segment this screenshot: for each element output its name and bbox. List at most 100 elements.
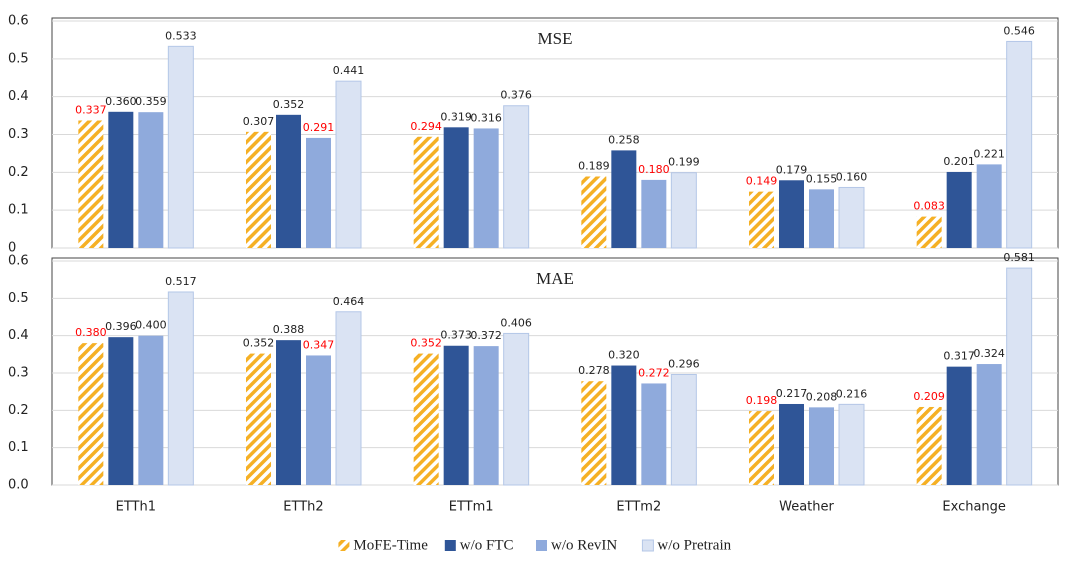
legend-swatch bbox=[444, 540, 456, 551]
y-tick-label: 0.6 bbox=[8, 14, 29, 29]
bar bbox=[413, 353, 439, 485]
x-tick-label: ETTm1 bbox=[449, 500, 494, 515]
bar bbox=[306, 137, 331, 248]
bar bbox=[246, 353, 271, 485]
value-label: 0.400 bbox=[135, 319, 167, 332]
panel-frame bbox=[51, 17, 1059, 249]
value-label: 0.352 bbox=[273, 98, 305, 111]
value-label: 0.347 bbox=[303, 338, 335, 351]
bar bbox=[946, 366, 972, 485]
bar bbox=[670, 172, 697, 249]
bar bbox=[749, 411, 774, 485]
value-label: 0.373 bbox=[440, 329, 472, 342]
value-label: 0.258 bbox=[608, 133, 640, 146]
bar bbox=[443, 127, 469, 248]
bar bbox=[335, 311, 362, 486]
y-tick-label: 0.5 bbox=[8, 291, 29, 306]
bar bbox=[581, 176, 607, 248]
x-tick-label: Weather bbox=[779, 500, 834, 515]
value-label: 0.352 bbox=[410, 337, 442, 350]
legend-label: w/o RevIN bbox=[551, 537, 617, 553]
bar bbox=[611, 365, 637, 485]
value-label: 0.376 bbox=[500, 89, 532, 102]
legend-label: MoFE-Time bbox=[353, 537, 428, 553]
value-label: 0.180 bbox=[638, 163, 670, 176]
value-label: 0.209 bbox=[913, 390, 945, 403]
x-tick-label: Exchange bbox=[942, 500, 1006, 515]
bar bbox=[581, 381, 607, 485]
value-label: 0.083 bbox=[913, 200, 945, 213]
value-label: 0.199 bbox=[668, 156, 700, 169]
bar bbox=[306, 355, 331, 485]
y-tick-label: 0.4 bbox=[8, 89, 29, 104]
value-label: 0.216 bbox=[836, 387, 868, 400]
panel-title: MSE bbox=[538, 29, 573, 48]
value-label: 0.396 bbox=[105, 320, 137, 333]
bar bbox=[779, 180, 804, 248]
value-label: 0.278 bbox=[578, 364, 610, 377]
value-label: 0.272 bbox=[638, 366, 670, 379]
value-label: 0.359 bbox=[135, 95, 167, 108]
value-label: 0.388 bbox=[273, 323, 305, 336]
panel-frame bbox=[51, 257, 1059, 486]
bar bbox=[749, 191, 774, 248]
value-label: 0.291 bbox=[303, 121, 335, 134]
bar bbox=[611, 150, 637, 248]
value-label: 0.337 bbox=[75, 104, 107, 117]
value-label: 0.296 bbox=[668, 357, 700, 370]
legend-label: w/o FTC bbox=[460, 537, 514, 553]
value-label: 0.517 bbox=[165, 275, 197, 288]
value-label: 0.319 bbox=[440, 110, 472, 123]
y-tick-label: 0 bbox=[8, 241, 16, 256]
value-label: 0.307 bbox=[243, 115, 275, 128]
legend-label: w/o Pretrain bbox=[657, 537, 731, 553]
bar bbox=[413, 136, 439, 248]
bar bbox=[838, 186, 865, 249]
y-tick-label: 0.4 bbox=[8, 328, 29, 343]
value-label: 0.179 bbox=[776, 163, 808, 176]
legend-swatch bbox=[338, 540, 350, 551]
y-tick-label: 0.1 bbox=[8, 203, 29, 218]
y-tick-label: 0.3 bbox=[8, 127, 29, 142]
legend-swatch bbox=[536, 540, 547, 551]
y-tick-label: 0.3 bbox=[8, 366, 29, 381]
bar bbox=[473, 346, 499, 485]
bar bbox=[108, 111, 134, 248]
bar bbox=[78, 120, 104, 248]
value-label: 0.320 bbox=[608, 349, 640, 362]
value-label: 0.360 bbox=[105, 95, 137, 108]
value-label: 0.533 bbox=[165, 29, 197, 42]
bar bbox=[167, 45, 194, 249]
y-tick-label: 0.0 bbox=[8, 478, 29, 493]
value-label: 0.208 bbox=[806, 390, 838, 403]
y-tick-label: 0.2 bbox=[8, 403, 29, 418]
bar bbox=[276, 340, 301, 485]
y-tick-label: 0.1 bbox=[8, 440, 29, 455]
value-label: 0.198 bbox=[746, 394, 778, 407]
bar bbox=[976, 364, 1002, 485]
bar bbox=[503, 105, 530, 249]
y-tick-label: 0.5 bbox=[8, 51, 29, 66]
bar bbox=[138, 112, 164, 248]
bar bbox=[670, 373, 697, 486]
bar bbox=[976, 164, 1002, 248]
x-tick-label: ETTh2 bbox=[283, 500, 323, 515]
y-tick-label: 0.6 bbox=[8, 254, 29, 269]
bar bbox=[78, 343, 104, 485]
bar bbox=[246, 131, 271, 248]
bar bbox=[838, 403, 865, 486]
bar bbox=[1006, 40, 1033, 249]
value-label: 0.316 bbox=[470, 111, 502, 124]
value-label: 0.464 bbox=[333, 295, 365, 308]
bar bbox=[916, 406, 942, 485]
value-label: 0.380 bbox=[75, 326, 107, 339]
bar bbox=[809, 189, 834, 248]
x-tick-label: ETTm2 bbox=[616, 500, 661, 515]
panel-title: MAE bbox=[536, 269, 574, 288]
bar bbox=[641, 179, 667, 248]
value-label: 0.352 bbox=[243, 337, 275, 350]
bar bbox=[779, 403, 804, 485]
value-label: 0.201 bbox=[943, 155, 975, 168]
bar bbox=[335, 80, 362, 249]
